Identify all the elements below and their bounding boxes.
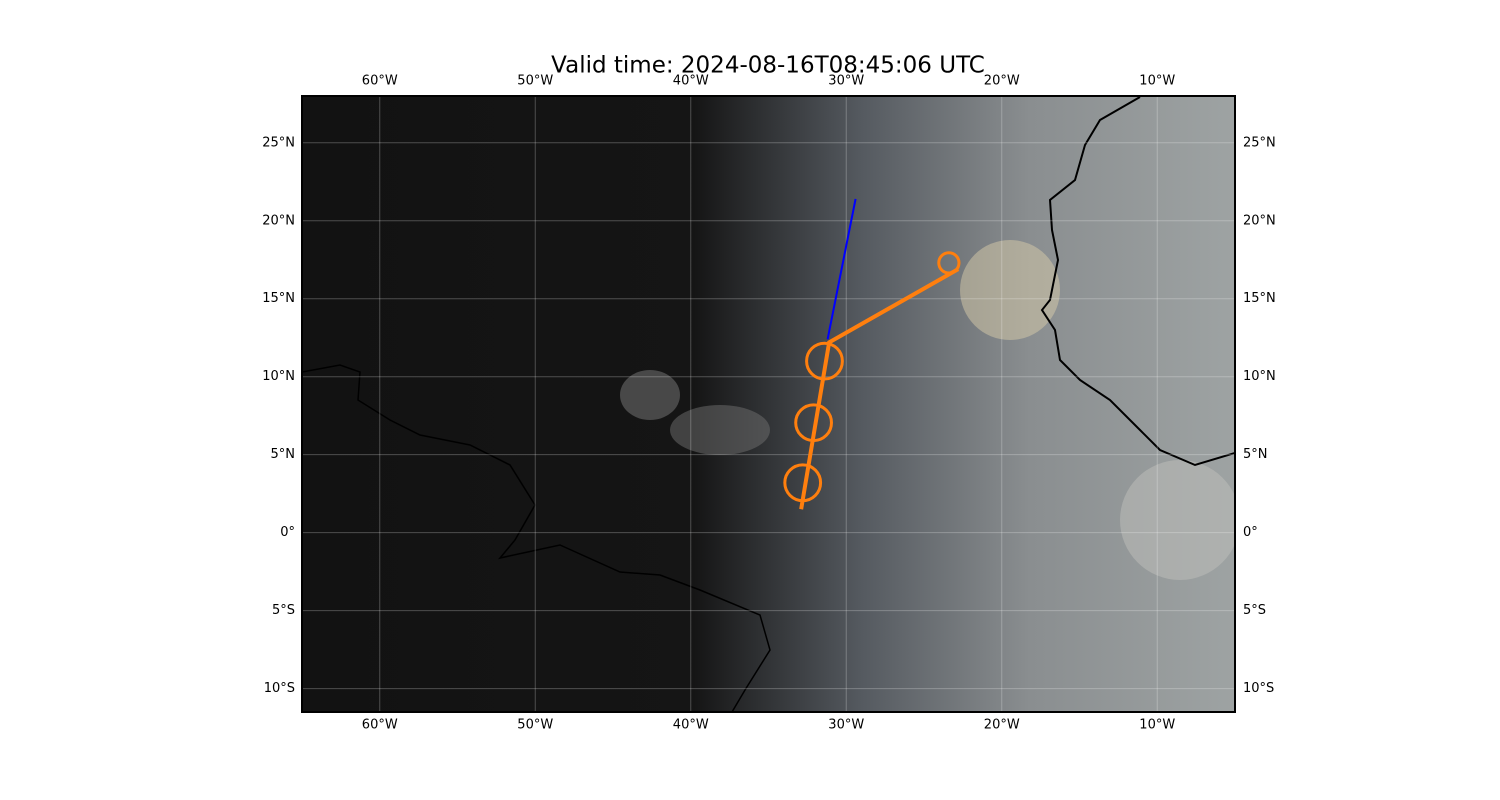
y-tick-label: 10°S xyxy=(264,681,295,696)
x-tick-label: 10°W xyxy=(1139,74,1175,89)
cloud xyxy=(670,405,770,455)
y-tick-label: 5°N xyxy=(271,447,296,462)
y-tick-label: 0° xyxy=(280,525,295,540)
y-tick-label: 0° xyxy=(1243,525,1258,540)
title: Valid time: 2024-08-16T08:45:06 UTC xyxy=(551,53,985,79)
position-circle xyxy=(794,403,833,443)
x-tick-label: 60°W xyxy=(362,74,398,89)
satellite-image xyxy=(302,96,1235,712)
cloud xyxy=(1120,460,1235,580)
y-tick-label: 25°N xyxy=(1243,135,1276,150)
map-frame xyxy=(301,95,1236,713)
y-tick-label: 20°N xyxy=(1243,213,1276,228)
coastline xyxy=(1040,96,1235,467)
y-tick-label: 15°N xyxy=(262,291,295,306)
y-tick-label: 5°S xyxy=(272,603,295,618)
x-tick-label: 20°W xyxy=(984,74,1020,89)
y-tick-label: 10°S xyxy=(1243,681,1274,696)
y-tick-label: 20°N xyxy=(262,213,295,228)
sunglint xyxy=(960,240,1060,340)
x-tick-label: 40°W xyxy=(673,718,709,733)
position-circle xyxy=(783,463,823,503)
y-tick-label: 5°S xyxy=(1243,603,1266,618)
position-circle xyxy=(937,251,961,275)
flight-track xyxy=(826,198,857,340)
x-tick-label: 30°W xyxy=(828,718,864,733)
x-tick-label: 20°W xyxy=(984,718,1020,733)
x-tick-label: 60°W xyxy=(362,718,398,733)
x-tick-label: 50°W xyxy=(517,718,553,733)
y-tick-label: 10°N xyxy=(1243,369,1276,384)
x-tick-label: 50°W xyxy=(517,74,553,89)
coastline xyxy=(302,364,771,712)
y-tick-label: 25°N xyxy=(262,135,295,150)
cloud xyxy=(620,370,680,420)
x-tick-label: 30°W xyxy=(828,74,864,89)
y-tick-label: 5°N xyxy=(1243,447,1268,462)
position-circle xyxy=(805,341,844,381)
x-tick-label: 10°W xyxy=(1139,718,1175,733)
x-tick-label: 40°W xyxy=(673,74,709,89)
y-tick-label: 15°N xyxy=(1243,291,1276,306)
y-tick-label: 10°N xyxy=(262,369,295,384)
